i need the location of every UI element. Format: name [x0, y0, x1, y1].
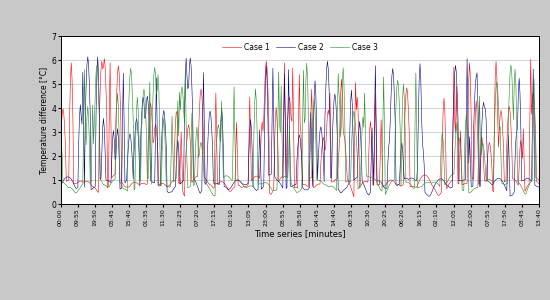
- Case 2: [497, 177, 503, 181]
- Case 1: [503, 179, 509, 183]
- Case 2: [85, 55, 91, 58]
- Case 2: [503, 187, 509, 190]
- Case 1: [497, 114, 503, 117]
- Y-axis label: Temperature difference [°C]: Temperature difference [°C]: [40, 66, 49, 174]
- Case 3: [536, 178, 542, 182]
- Case 1: [427, 181, 434, 184]
- Case 3: [304, 61, 310, 65]
- Case 2: [427, 193, 434, 196]
- Case 3: [503, 182, 509, 186]
- Case 1: [536, 182, 542, 186]
- Case 3: [212, 194, 218, 198]
- X-axis label: Time series [minutes]: Time series [minutes]: [254, 229, 345, 238]
- Case 1: [181, 194, 188, 198]
- Case 2: [57, 184, 64, 188]
- Line: Case 2: Case 2: [60, 57, 539, 196]
- Case 2: [126, 132, 133, 136]
- Case 3: [180, 108, 187, 112]
- Case 2: [181, 114, 188, 117]
- Line: Case 1: Case 1: [60, 59, 539, 197]
- Case 3: [497, 125, 503, 129]
- Case 3: [57, 125, 64, 129]
- Case 2: [307, 111, 314, 114]
- Case 2: [536, 184, 542, 188]
- Case 1: [101, 57, 108, 61]
- Legend: Case 1, Case 2, Case 3: Case 1, Case 2, Case 3: [219, 40, 381, 55]
- Case 3: [126, 94, 133, 97]
- Case 1: [307, 110, 314, 113]
- Case 1: [126, 184, 133, 188]
- Case 1: [57, 144, 64, 148]
- Case 2: [426, 195, 432, 198]
- Case 3: [427, 181, 434, 184]
- Line: Case 3: Case 3: [60, 63, 539, 196]
- Case 1: [350, 195, 357, 199]
- Case 3: [309, 176, 315, 179]
